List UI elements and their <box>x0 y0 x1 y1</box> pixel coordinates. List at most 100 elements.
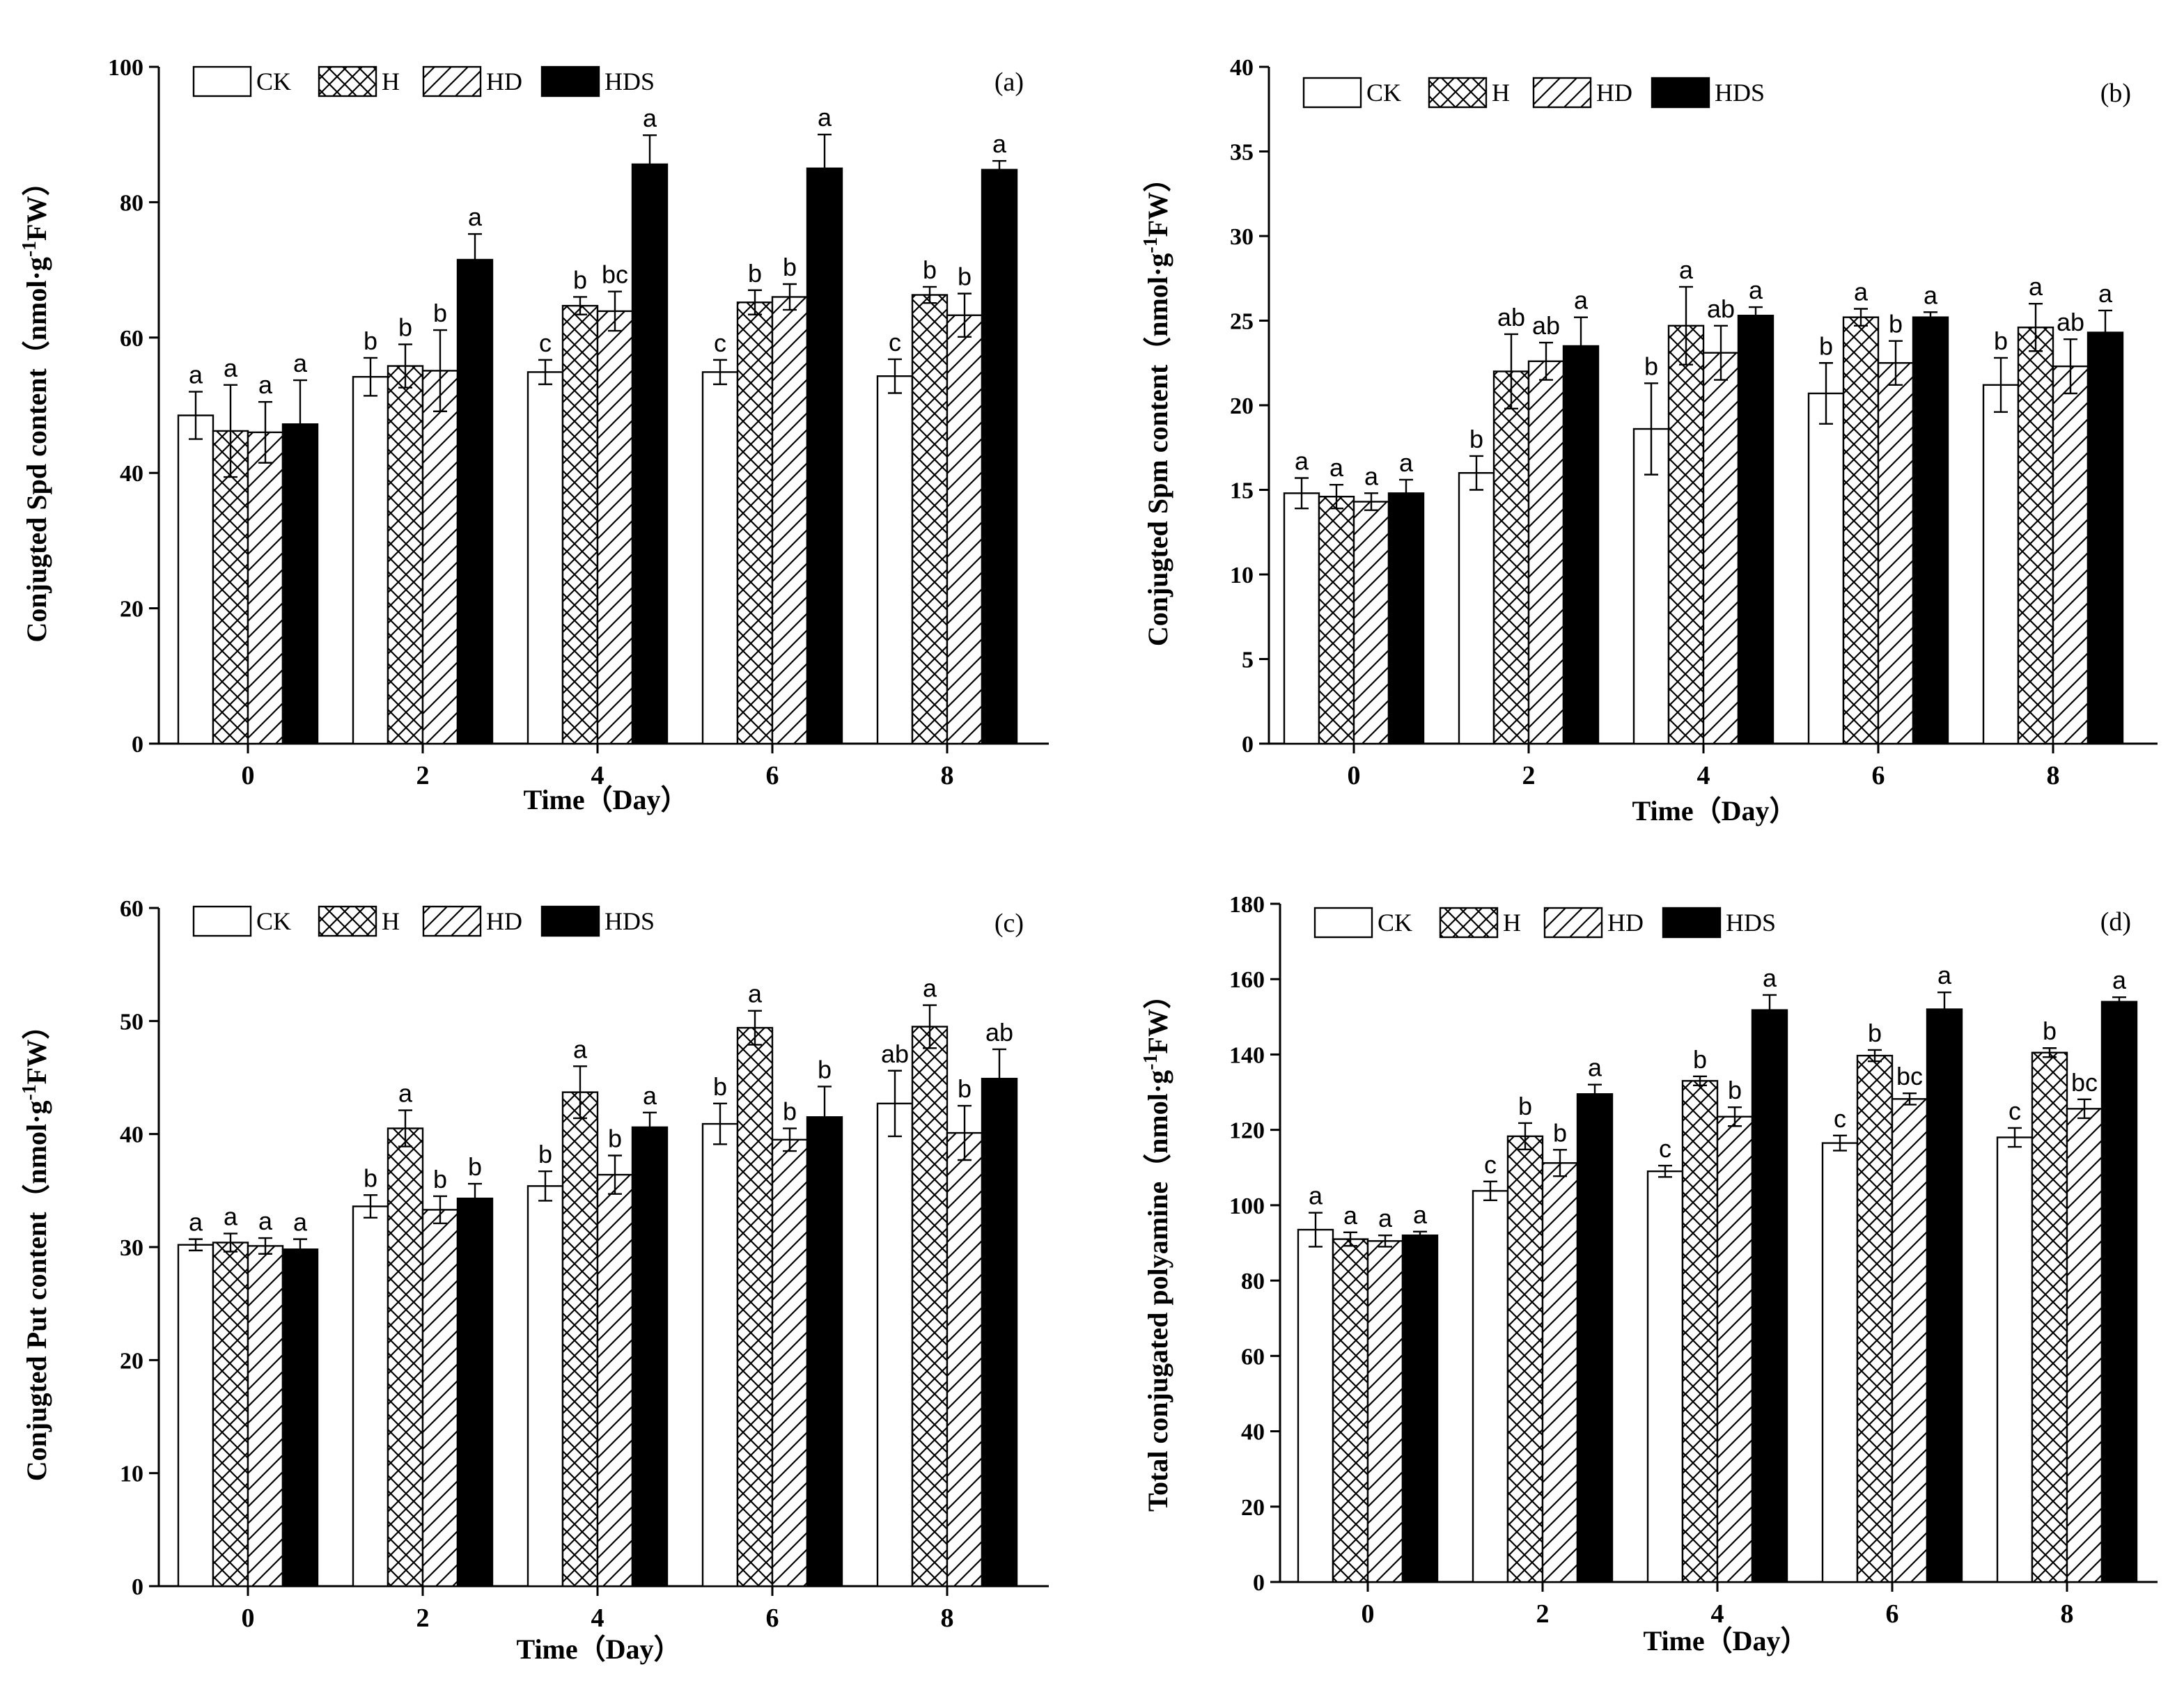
bar-hds <box>1562 345 1600 745</box>
error-bar <box>1714 324 1728 381</box>
bar-hd <box>1877 362 1914 745</box>
y-axis-label-main: Conjugted Put content <box>21 1212 52 1481</box>
error-bar <box>923 1004 937 1049</box>
x-tick-label: 0 <box>242 1604 255 1633</box>
legend-swatch-h <box>1439 907 1499 939</box>
significance-letter: a <box>923 974 937 1003</box>
significance-letter: a <box>1329 453 1344 482</box>
legend-label-ck: CK <box>256 907 291 935</box>
error-bar <box>1749 306 1763 325</box>
bar-h <box>561 304 599 745</box>
error-bar <box>608 1154 622 1195</box>
error-bar <box>468 233 482 287</box>
significance-letter: b <box>1469 425 1483 453</box>
significance-letter: b <box>748 259 762 288</box>
error-bar <box>1679 285 1693 366</box>
bar-hd <box>771 296 809 745</box>
significance-letter: a <box>1364 462 1379 490</box>
significance-letter: a <box>1937 961 1952 989</box>
bar-hds <box>981 169 1018 745</box>
y-axis-label-superscript: -1 <box>19 241 40 257</box>
bar-hd <box>1702 352 1740 745</box>
y-tick-label: 40 <box>1241 1420 1265 1446</box>
error-bar <box>1469 455 1483 491</box>
bar-ck <box>526 371 564 745</box>
x-tick-label: 8 <box>2047 761 2060 790</box>
legend-swatch-hd <box>1532 77 1592 109</box>
bar-ck <box>1821 1142 1859 1583</box>
x-tick-label: 6 <box>766 761 779 790</box>
bar-h <box>212 430 249 745</box>
y-tick-label: 20 <box>1230 393 1254 419</box>
error-bar <box>992 1048 1006 1109</box>
bar-hd <box>596 310 634 745</box>
legend-label-ck: CK <box>1378 909 1412 937</box>
y-axis-label: Conjugted Put content（nmol·g-1FW） <box>19 1012 53 1481</box>
y-axis-label-main: Conjugted Spd content <box>21 368 52 643</box>
y-tick-label: 35 <box>1230 140 1254 166</box>
error-bar <box>1924 311 1937 324</box>
error-bar <box>748 289 762 315</box>
legend: CK H HD HDS <box>192 65 655 97</box>
bar-h <box>1492 370 1530 745</box>
bar-h <box>387 1127 424 1588</box>
x-tick-label: 0 <box>242 761 255 790</box>
significance-letter: ab <box>1707 295 1735 323</box>
bar-ck <box>1283 492 1320 745</box>
x-tick-label: 2 <box>416 1604 430 1633</box>
error-bar <box>2098 309 2112 356</box>
y-tick-label: 0 <box>1242 732 1254 758</box>
error-bar <box>538 359 552 386</box>
legend-swatch-hds <box>540 65 600 97</box>
y-tick-label: 100 <box>1229 1193 1265 1219</box>
significance-letter: a <box>1413 1200 1428 1229</box>
error-bar <box>1994 357 2008 413</box>
legend-swatch-h <box>1428 77 1488 109</box>
significance-letter: b <box>1728 1076 1742 1104</box>
significance-letter: b <box>958 1074 972 1103</box>
significance-letter: a <box>1343 1201 1358 1230</box>
bar-hd <box>1541 1162 1579 1583</box>
significance-letter: ab <box>1497 303 1525 331</box>
significance-letter: b <box>783 253 797 281</box>
y-tick-label: 20 <box>120 1348 143 1374</box>
error-bar <box>2112 996 2126 1008</box>
bar-h <box>1667 324 1705 745</box>
bar-hd <box>771 1138 809 1588</box>
significance-letter: b <box>398 313 412 342</box>
legend-label-hd: HD <box>1607 909 1644 937</box>
error-bar <box>293 1238 307 1261</box>
y-axis-label: Total conjugated polyamine（nmol·g-1FW） <box>1140 981 1174 1512</box>
legend-label-hds: HDS <box>604 68 655 95</box>
bar-hds <box>456 1197 494 1588</box>
panel-label: (c) <box>994 909 1024 938</box>
bar-hd <box>2066 1108 2103 1583</box>
y-tick-label: 20 <box>1241 1495 1265 1521</box>
bar-ck <box>526 1185 564 1588</box>
bar-ck <box>701 371 739 745</box>
bar-hds <box>981 1077 1018 1588</box>
significance-letter: a <box>398 1079 413 1108</box>
error-bar <box>398 343 412 389</box>
error-bar <box>1364 492 1378 511</box>
significance-letter: a <box>748 980 763 1008</box>
bar-h <box>1856 1054 1894 1583</box>
significance-letter: a <box>1763 964 1777 992</box>
error-bar <box>2008 1127 2022 1148</box>
bar-hds <box>806 1116 843 1588</box>
x-tick-label: 2 <box>416 761 430 790</box>
error-bar <box>958 292 972 338</box>
error-bar <box>783 1127 797 1152</box>
x-axis-label: Time（Day） <box>516 1634 681 1665</box>
error-bar <box>2064 338 2077 395</box>
significance-letter: a <box>1679 256 1694 284</box>
y-axis-label-main: Total conjugated polyamine <box>1142 1182 1173 1512</box>
significance-letter: a <box>992 130 1007 158</box>
significance-letter: b <box>1994 327 2008 355</box>
legend-swatch-hd <box>422 905 482 937</box>
error-bar <box>224 1232 237 1253</box>
significance-letter: a <box>189 1208 203 1237</box>
